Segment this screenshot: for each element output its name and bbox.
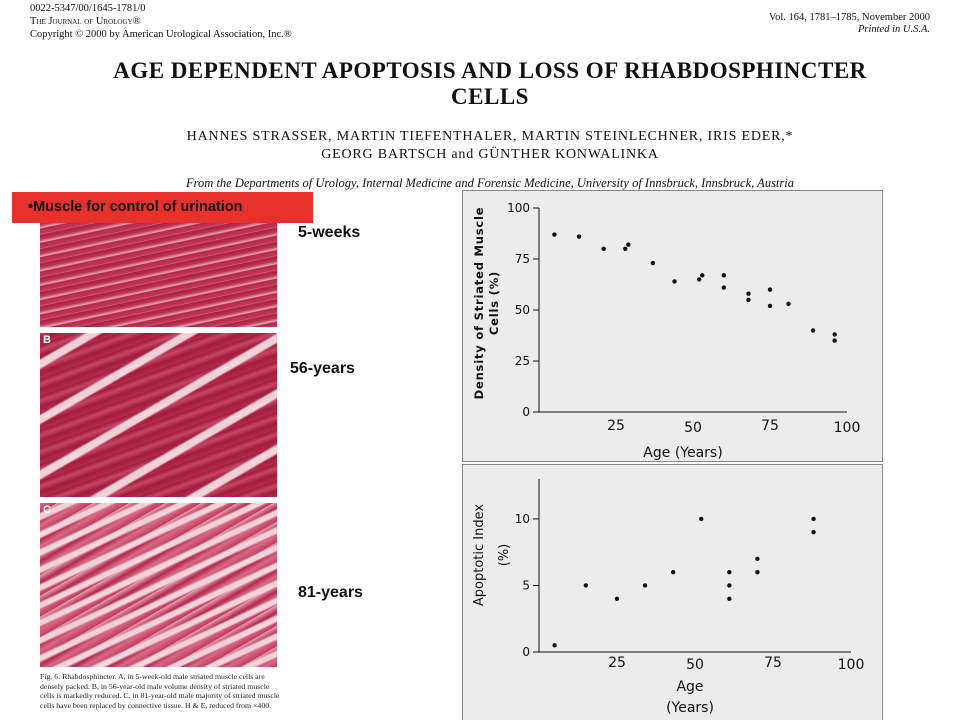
data-point-7 xyxy=(672,279,677,284)
apoptosis-chart-xlabel-line1: Age xyxy=(676,679,703,695)
y-tick-label-50: 50 xyxy=(515,303,530,317)
authors-line1: HANNES STRASSER, MARTIN TIEFENTHALER, MA… xyxy=(186,129,794,144)
apoptosis-chart-ylabel-line1: Apoptotic Index xyxy=(472,504,487,606)
data-point-8 xyxy=(696,277,702,282)
x-tick-label-100: 100 xyxy=(838,657,865,673)
density-chart-ylabel-line1: Density of Striated Muscle xyxy=(472,207,486,400)
data-point-8 xyxy=(727,583,732,588)
y-tick-label-100: 100 xyxy=(507,201,530,215)
age-label-5-weeks: 5-weeks xyxy=(298,224,361,241)
density-chart-xlabel: Age (Years) xyxy=(643,445,722,461)
x-tick-label-100: 100 xyxy=(834,420,861,436)
data-point-9 xyxy=(727,596,732,601)
panel-b-label: B xyxy=(43,334,51,346)
y-tick-label-75: 75 xyxy=(515,252,530,266)
data-point-5 xyxy=(670,569,676,575)
y-tick-label-25: 25 xyxy=(515,354,530,368)
data-point-6 xyxy=(650,260,656,266)
data-point-17 xyxy=(810,328,816,333)
slide-banner: •Muscle for control of urination xyxy=(12,192,313,223)
data-point-12 xyxy=(746,291,751,296)
y-tick-label-5: 5 xyxy=(522,578,530,592)
age-label-56-years: 56-years xyxy=(290,360,355,377)
data-point-9 xyxy=(700,273,705,278)
apoptosis-chart-xlabel-line2: (Years) xyxy=(666,700,714,716)
data-point-11 xyxy=(755,569,760,575)
authors-line2: GEORG BARTSCH and GÜNTHER KONWALINKA xyxy=(321,147,659,162)
x-tick-label-50: 50 xyxy=(684,420,702,436)
data-point-16 xyxy=(786,301,791,307)
apoptosis-chart-ylabel-line2: (%) xyxy=(497,544,512,567)
journal-name: The Journal of Urology® xyxy=(30,16,141,27)
article-authors: HANNES STRASSER, MARTIN TIEFENTHALER, MA… xyxy=(40,128,940,164)
data-point-1 xyxy=(552,643,557,648)
data-point-7 xyxy=(727,569,732,575)
data-point-2 xyxy=(583,583,588,588)
article-affiliation: From the Departments of Urology, Interna… xyxy=(186,176,794,190)
article-title: AGE DEPENDENT APOPTOSIS AND LOSS OF RHAB… xyxy=(40,58,940,110)
data-point-11 xyxy=(721,285,726,290)
journal-printed: Printed in U.S.A. xyxy=(857,24,930,35)
x-tick-label-50: 50 xyxy=(686,657,704,673)
journal-code: 0022-5347/00/1645-1781/0 xyxy=(30,3,146,14)
y-tick-label-0: 0 xyxy=(522,645,530,659)
data-point-4 xyxy=(623,246,628,251)
data-point-3 xyxy=(601,246,606,251)
figure-caption: Fig. 6. Rhabdosphincter. A, in 5-week-ol… xyxy=(40,672,280,710)
histology-panel-c: C xyxy=(40,503,277,667)
journal-copyright: Copyright © 2000 by American Urological … xyxy=(30,29,292,40)
apoptosis-chart-svg: 0 5 10 25 50 75 100 Age (Years) Apoptotic Inde… xyxy=(472,479,865,716)
data-point-12 xyxy=(811,516,816,522)
density-chart-svg: 0 25 50 75 100 25 50 75 100 Age (Years) Density … xyxy=(472,201,861,461)
apoptosis-chart: 0 5 10 25 50 75 100 Age (Years) Apoptotic Inde… xyxy=(462,464,883,720)
data-point-5 xyxy=(626,242,631,247)
journal-volume-block: Vol. 164, 1781–1785, November 2000 Print… xyxy=(769,12,930,36)
data-point-14 xyxy=(767,287,773,292)
data-point-19 xyxy=(832,338,837,343)
data-point-3 xyxy=(614,596,620,601)
data-point-4 xyxy=(642,583,648,588)
data-point-10 xyxy=(755,556,760,562)
x-tick-label-25: 25 xyxy=(607,418,625,434)
y-tick-label-10: 10 xyxy=(515,512,530,526)
density-chart: 0 25 50 75 100 25 50 75 100 Age (Years) Density … xyxy=(462,190,883,462)
histology-panel-a xyxy=(40,223,277,327)
histology-panel-b: B xyxy=(40,333,277,497)
x-tick-label-25: 25 xyxy=(608,655,626,671)
data-point-18 xyxy=(832,332,837,337)
data-point-2 xyxy=(576,234,582,239)
article-title-line2: CELLS xyxy=(451,84,529,109)
x-tick-label-75: 75 xyxy=(761,418,779,434)
data-point-13 xyxy=(746,297,751,302)
x-tick-label-75: 75 xyxy=(764,655,782,671)
data-point-6 xyxy=(699,516,704,522)
data-point-15 xyxy=(767,303,773,309)
panel-c-label: C xyxy=(43,504,51,516)
journal-header: 0022-5347/00/1645-1781/0 The Journal of … xyxy=(30,2,292,41)
age-label-81-years: 81-years xyxy=(298,584,363,601)
journal-volume: Vol. 164, 1781–1785, November 2000 xyxy=(768,12,930,23)
data-point-13 xyxy=(811,530,816,535)
y-tick-label-0: 0 xyxy=(522,405,530,419)
data-point-10 xyxy=(721,273,726,278)
article-title-line1: AGE DEPENDENT APOPTOSIS AND LOSS OF RHAB… xyxy=(113,58,867,83)
density-chart-ylabel-line2: Cells (%) xyxy=(487,271,501,335)
data-point-1 xyxy=(552,232,557,237)
